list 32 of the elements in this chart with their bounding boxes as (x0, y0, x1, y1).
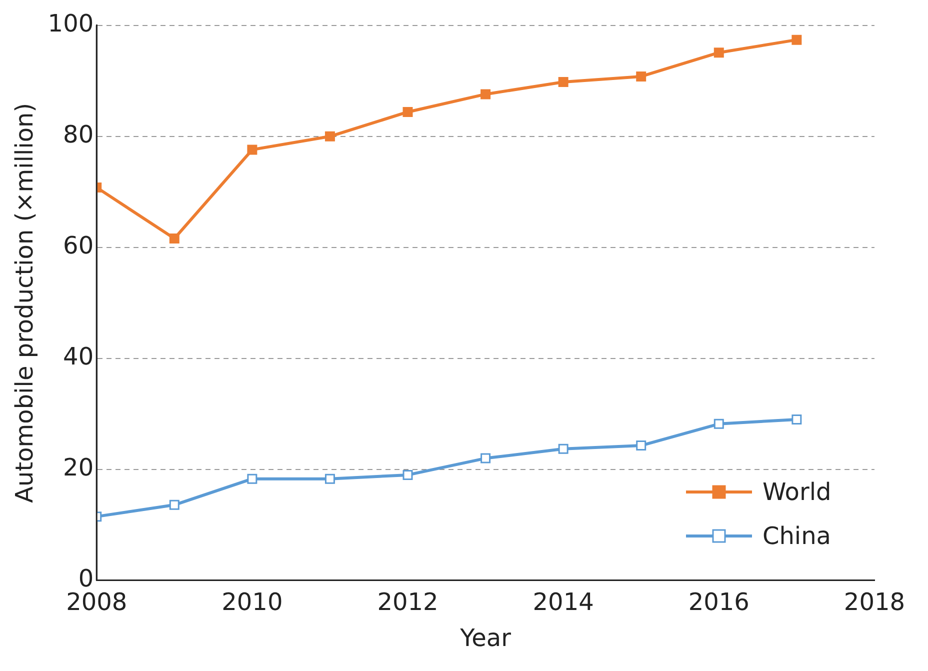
legend-label: World (762, 478, 832, 506)
y-tick-label: 80 (63, 120, 94, 149)
point (247, 144, 258, 155)
x-axis-title: Year (459, 624, 512, 652)
point (247, 474, 258, 484)
y-tick-label: 60 (63, 232, 94, 260)
point (402, 470, 413, 480)
x-tick-label: 2018 (844, 588, 905, 616)
point (636, 71, 646, 82)
point (480, 89, 491, 100)
point (714, 48, 724, 58)
y-tick-label: 100 (48, 10, 94, 38)
x-tick-label: 2014 (532, 588, 594, 616)
point (792, 414, 802, 424)
point (558, 77, 568, 88)
x-tick-label: 2012 (377, 588, 438, 616)
point (324, 131, 335, 142)
y-tick-label: 40 (63, 342, 94, 371)
y-axis-title: Automobile production (×million) (10, 102, 39, 503)
y-tick-label: 20 (63, 454, 94, 482)
point (792, 34, 802, 45)
point (714, 418, 724, 429)
point (324, 474, 335, 484)
point (169, 234, 180, 244)
legend-label: China (762, 522, 832, 550)
point (558, 444, 568, 454)
point (636, 440, 646, 451)
x-tick-label: 2010 (222, 588, 283, 616)
point (480, 453, 491, 464)
point (402, 106, 413, 117)
point (169, 500, 180, 510)
x-tick-label: 2016 (688, 588, 750, 616)
